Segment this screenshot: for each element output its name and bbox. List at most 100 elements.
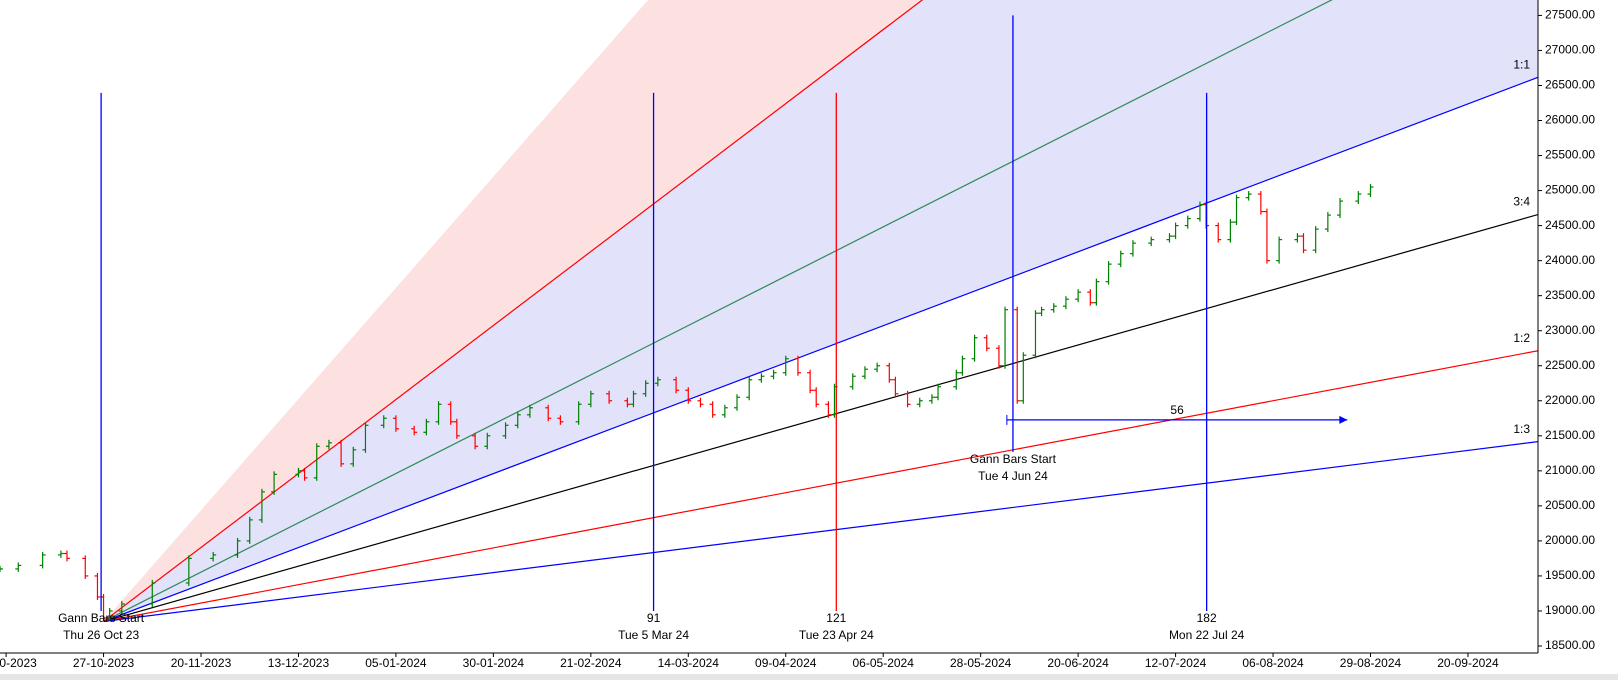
price-bar	[861, 366, 868, 380]
plot-area	[0, 0, 1538, 623]
marker-date: Thu 26 Oct 23	[63, 628, 139, 642]
y-tick-label: 26000.00	[1545, 113, 1595, 127]
price-bar	[1129, 240, 1136, 257]
marker-label: 182	[1197, 611, 1217, 625]
price-bar	[758, 373, 765, 383]
marker-date: Tue 4 Jun 24	[978, 469, 1048, 483]
scrollbar	[0, 674, 1618, 680]
price-bar	[1245, 191, 1252, 201]
price-bar	[630, 390, 637, 408]
price-bar	[642, 380, 649, 397]
price-bar	[770, 369, 777, 380]
price-bar	[118, 600, 125, 614]
price-bar	[1166, 233, 1173, 243]
y-tick-label: 24000.00	[1545, 253, 1595, 267]
price-bar	[380, 415, 387, 429]
y-tick-label: 25000.00	[1545, 183, 1595, 197]
price-bar	[606, 390, 613, 404]
price-bar	[654, 376, 661, 387]
price-bar	[82, 555, 89, 579]
marker-label: 91	[647, 611, 661, 625]
price-bar	[685, 387, 692, 404]
price-bar	[350, 446, 357, 467]
price-bar	[1148, 236, 1155, 247]
price-bar	[935, 383, 942, 401]
x-tick-label: 21-02-2024	[560, 656, 622, 670]
price-bar	[1257, 191, 1264, 215]
marker-date: Tue 5 Mar 24	[618, 628, 689, 642]
price-bar	[435, 401, 442, 425]
price-bar	[210, 551, 217, 562]
price-bar	[575, 401, 582, 425]
price-bar	[959, 355, 966, 376]
price-bar	[916, 397, 923, 408]
y-tick-label: 27500.00	[1545, 8, 1595, 22]
price-bar	[1196, 201, 1203, 222]
x-tick-label: 04-10-2023	[0, 656, 37, 670]
x-tick-label: 13-12-2023	[268, 656, 330, 670]
span-arrow	[1339, 415, 1348, 424]
price-bar	[1263, 208, 1270, 264]
fan-line	[103, 213, 1538, 623]
y-tick-label: 24500.00	[1545, 218, 1595, 232]
price-bar	[1276, 236, 1283, 264]
y-tick-label: 18500.00	[1545, 638, 1595, 652]
marker-date: Tue 23 Apr 24	[799, 628, 874, 642]
price-bar	[807, 369, 814, 394]
price-bar	[746, 376, 753, 401]
price-bar	[1233, 194, 1240, 226]
price-bar	[709, 401, 716, 418]
price-bar	[325, 439, 332, 450]
price-bar	[734, 394, 741, 411]
price-bar	[362, 422, 369, 453]
price-bar	[995, 345, 1002, 369]
x-tick-label: 06-05-2024	[853, 656, 915, 670]
price-bar	[1172, 222, 1179, 240]
y-tick-label: 23000.00	[1545, 323, 1595, 337]
y-tick-label: 22500.00	[1545, 358, 1595, 372]
price-bar	[39, 551, 46, 569]
price-bar	[484, 432, 491, 450]
price-bar	[94, 572, 101, 600]
price-bar	[1075, 289, 1082, 303]
x-tick-label: 29-08-2024	[1340, 656, 1402, 670]
price-bar	[1038, 306, 1045, 317]
y-tick-label: 25500.00	[1545, 148, 1595, 162]
price-bar	[149, 579, 156, 607]
price-bar	[813, 387, 820, 408]
price-bar	[1227, 219, 1234, 243]
fan-label: 1:3	[1513, 422, 1530, 436]
y-tick-label: 20000.00	[1545, 533, 1595, 547]
price-bar	[57, 550, 64, 558]
price-bar	[1032, 310, 1039, 359]
price-bar	[892, 376, 899, 397]
y-tick-label: 20500.00	[1545, 498, 1595, 512]
price-bar	[411, 425, 418, 436]
price-bar	[1300, 233, 1307, 254]
x-tick-label: 14-03-2024	[658, 656, 720, 670]
marker-label: Gann Bars Start	[58, 611, 145, 625]
fan-label: 3:4	[1513, 195, 1530, 209]
price-bar	[928, 394, 935, 404]
price-bar	[782, 355, 789, 376]
price-bar	[295, 467, 302, 478]
x-tick-label: 05-01-2024	[365, 656, 427, 670]
price-bar	[624, 397, 631, 408]
price-bar	[0, 565, 3, 572]
y-tick-label: 26500.00	[1545, 78, 1595, 92]
y-tick-label: 21000.00	[1545, 463, 1595, 477]
fan-line	[103, 0, 1333, 623]
y-tick-label: 19500.00	[1545, 568, 1595, 582]
marker-label: 121	[826, 611, 846, 625]
price-bar	[1215, 222, 1222, 243]
price-bar	[423, 418, 430, 436]
price-bar	[849, 373, 856, 390]
price-bar	[1294, 233, 1301, 243]
price-bar	[1087, 289, 1094, 306]
price-bar	[1355, 191, 1362, 205]
price-bar	[545, 404, 552, 422]
price-bar	[526, 404, 533, 418]
y-tick-label: 21500.00	[1545, 428, 1595, 442]
x-tick-label: 27-10-2023	[73, 656, 135, 670]
